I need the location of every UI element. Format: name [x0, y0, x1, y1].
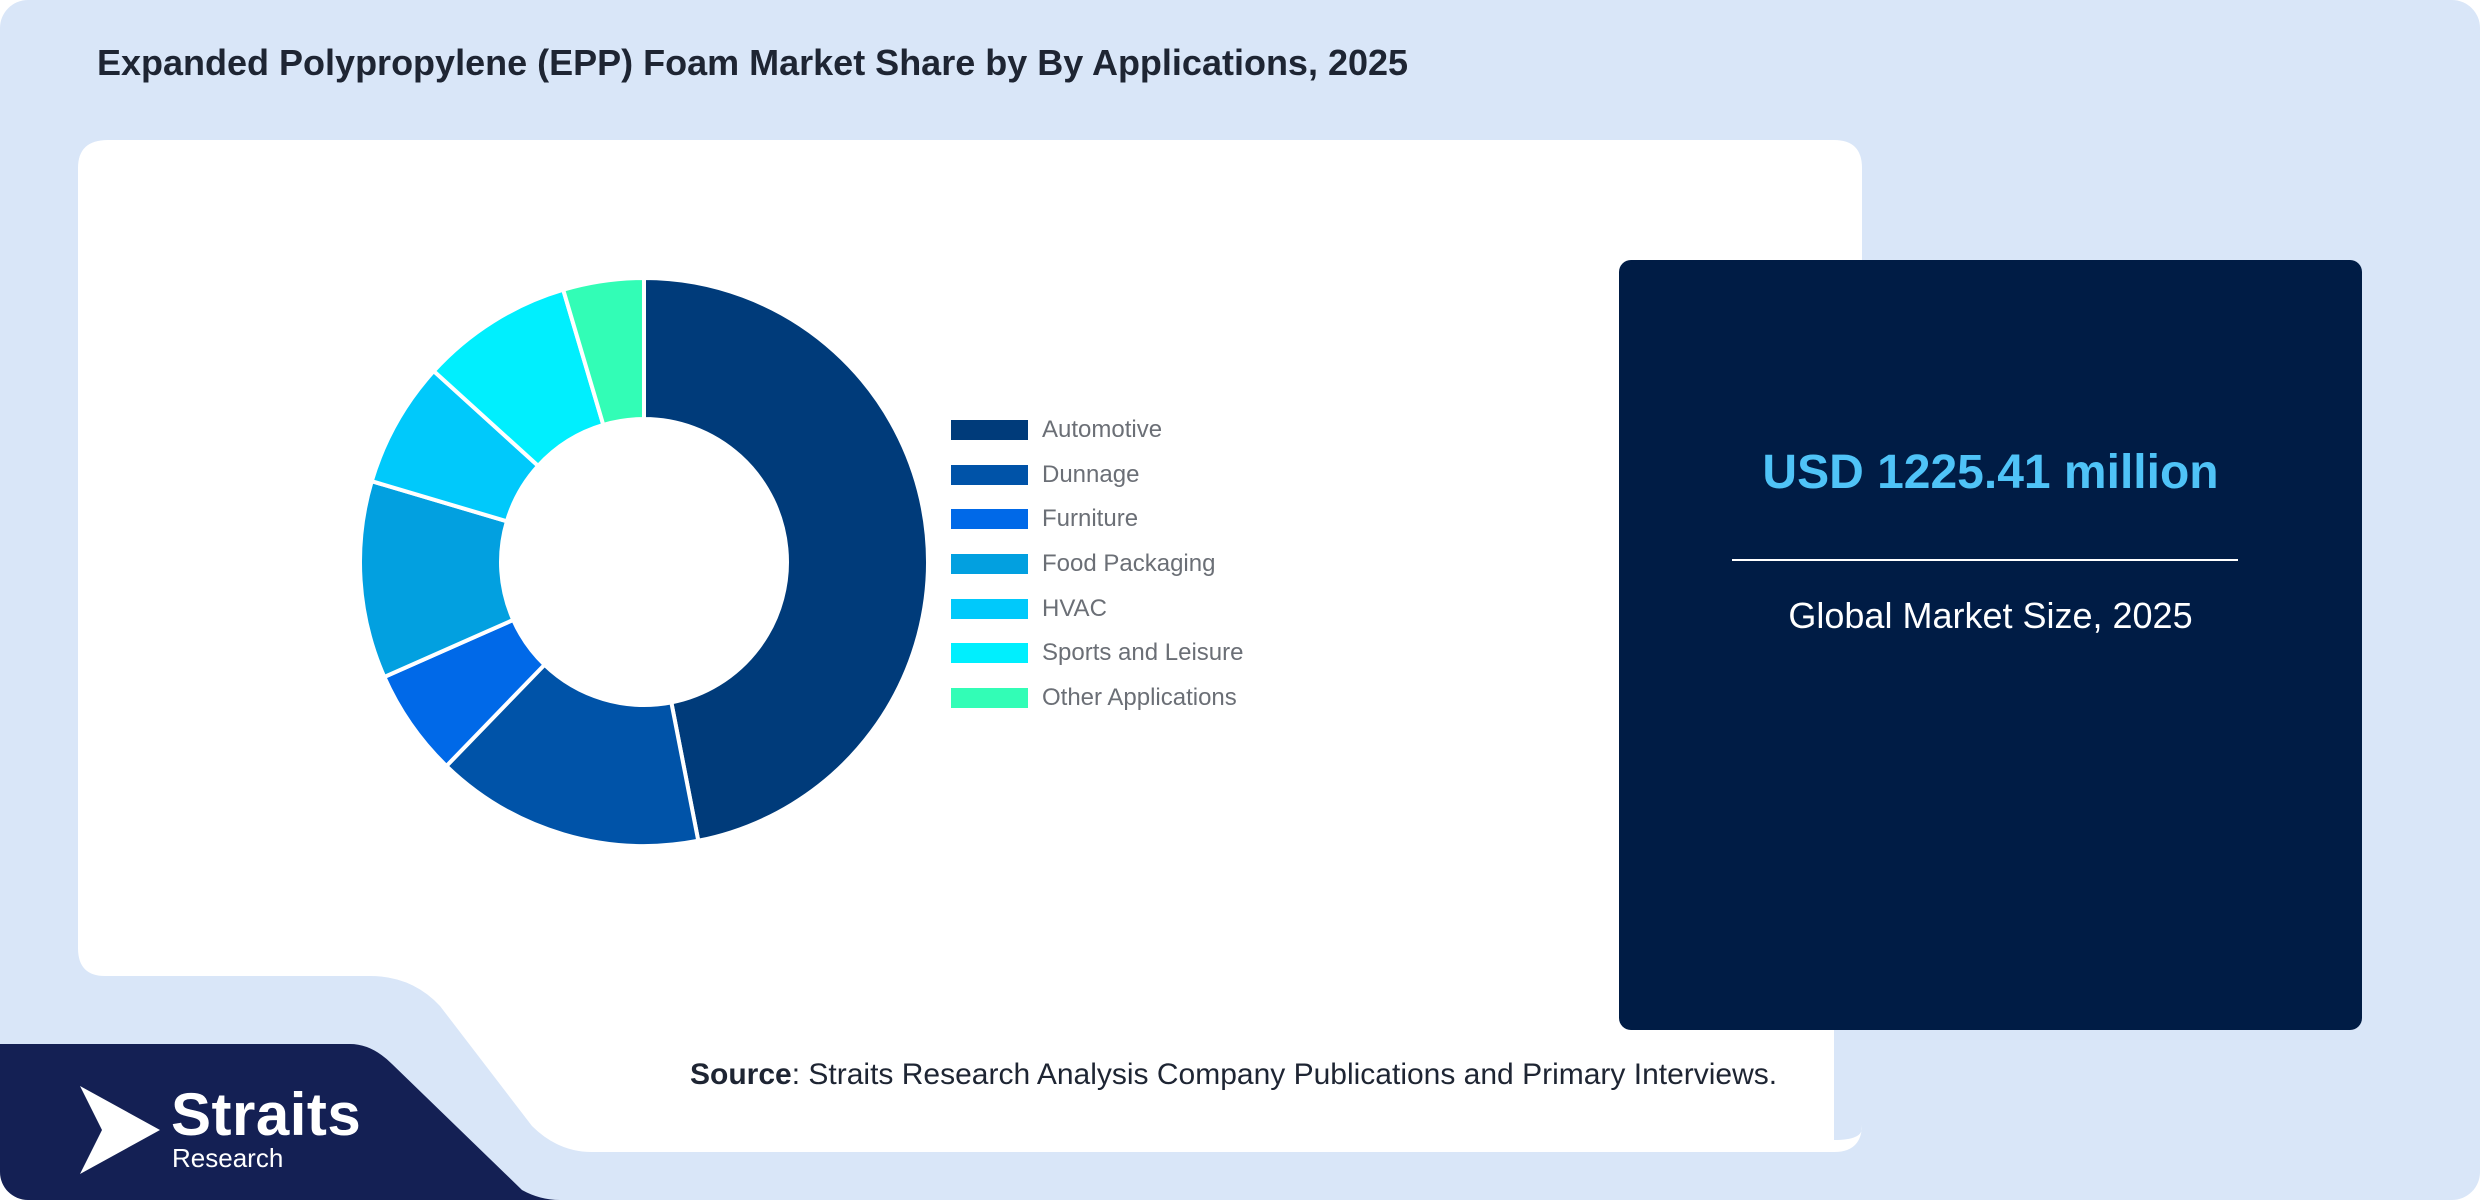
brand-band	[0, 1044, 560, 1200]
donut-chart	[358, 275, 930, 848]
legend-item: Furniture	[951, 497, 1243, 542]
straits-logo-icon	[80, 1086, 160, 1174]
chart-title: Expanded Polypropylene (EPP) Foam Market…	[97, 42, 1409, 83]
legend-swatch	[951, 554, 1028, 575]
source-note: Source: Straits Research Analysis Compan…	[690, 1058, 1777, 1092]
donut-slice-other-applications	[560, 275, 646, 428]
legend-item: Automotive	[951, 408, 1243, 453]
legend-swatch	[951, 687, 1028, 708]
legend-swatch	[951, 464, 1028, 485]
card-divider	[1732, 559, 2238, 561]
legend-swatch	[951, 598, 1028, 619]
legend-label: HVAC	[1042, 594, 1107, 622]
legend-item: Dunnage	[951, 453, 1243, 498]
legend-item: Other Applications	[951, 676, 1243, 721]
brand-name: Straits	[171, 1081, 362, 1148]
legend-item: HVAC	[951, 586, 1243, 631]
chart-legend: Automotive Dunnage Furniture Food Packaging…	[951, 408, 1243, 720]
market-size-value: USD 1225.41 million	[1762, 446, 2219, 499]
legend-label: Furniture	[1042, 505, 1139, 533]
legend-label: Dunnage	[1042, 460, 1140, 488]
legend-label: Sports and Leisure	[1042, 639, 1244, 667]
legend-item: Food Packaging	[951, 542, 1243, 587]
legend-label: Other Applications	[1042, 683, 1237, 711]
market-size-caption: Global Market Size, 2025	[1788, 595, 2193, 636]
donut-slice-automotive	[642, 275, 930, 844]
legend-swatch	[951, 509, 1028, 530]
source-label: Source	[690, 1058, 792, 1091]
market-size-card: USD 1225.41 million Global Market Size, …	[1619, 260, 2362, 1030]
donut-slice-dunnage	[443, 661, 701, 848]
legend-label: Food Packaging	[1042, 550, 1216, 578]
legend-item: Sports and Leisure	[951, 631, 1243, 676]
legend-label: Automotive	[1042, 416, 1163, 444]
source-text: : Straits Research Analysis Company Publ…	[791, 1058, 1778, 1091]
brand-subtitle: Research	[172, 1143, 284, 1173]
legend-swatch	[951, 643, 1028, 664]
legend-swatch	[951, 420, 1028, 441]
